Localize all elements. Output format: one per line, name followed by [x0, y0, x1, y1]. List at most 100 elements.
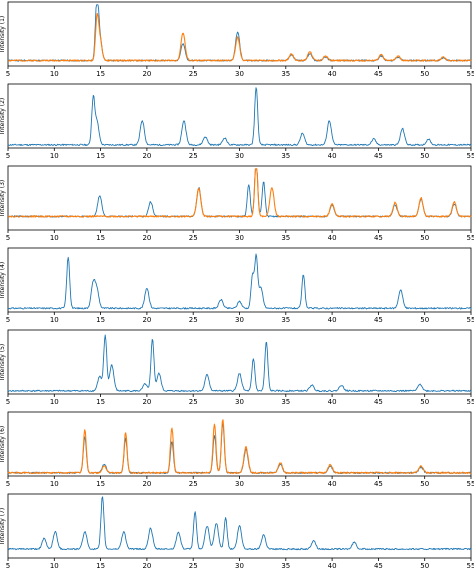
x-tick-label: 55	[467, 152, 474, 160]
panel-3: 5 10 15 20 25 30 35 40 45 50 55 Intensity (3)	[0, 165, 474, 242]
x-tick-label: 50	[420, 398, 429, 406]
x-tick-label: 20	[142, 316, 151, 324]
x-tick-label: 15	[96, 480, 105, 488]
x-tick-label: 50	[420, 562, 429, 570]
x-tick-label: 20	[142, 398, 151, 406]
panel-5: 5 10 15 20 25 30 35 40 45 50 55 Intensity (5)	[0, 329, 474, 406]
x-tick-label: 5	[6, 70, 10, 78]
x-tick-label: 20	[142, 562, 151, 570]
series-line-2	[7, 168, 472, 218]
x-tick-label: 30	[235, 398, 244, 406]
x-tick-label: 45	[374, 70, 383, 78]
x-tick-label: 35	[281, 152, 290, 160]
y-axis-label: Intensity (3)	[0, 180, 6, 217]
x-tick-label: 10	[50, 70, 59, 78]
axes-frame	[7, 83, 472, 149]
x-tick-label: 25	[189, 152, 198, 160]
panel-1: 5 10 15 20 25 30 35 40 45 50 55 Intensity (1)	[0, 1, 474, 78]
x-tick-label: 40	[328, 152, 337, 160]
x-tick-label: 10	[50, 234, 59, 242]
x-tick-label: 20	[142, 234, 151, 242]
x-tick-label: 10	[50, 562, 59, 570]
x-tick-label: 50	[420, 152, 429, 160]
x-tick-label: 35	[281, 398, 290, 406]
x-tick-label: 45	[374, 316, 383, 324]
x-tick-label: 40	[328, 398, 337, 406]
x-tick-label: 55	[467, 480, 474, 488]
y-axis-label: Intensity (1)	[0, 16, 6, 53]
x-tick-label: 35	[281, 480, 290, 488]
series-line-2	[7, 419, 472, 475]
x-tick-label: 20	[142, 70, 151, 78]
x-tick-label: 30	[235, 480, 244, 488]
x-tick-label: 50	[420, 480, 429, 488]
x-tick-label: 15	[96, 316, 105, 324]
x-tick-label: 55	[467, 234, 474, 242]
series-line-2	[7, 12, 472, 62]
x-tick-label: 20	[142, 480, 151, 488]
x-tick-label: 5	[6, 152, 10, 160]
x-tick-label: 45	[374, 398, 383, 406]
x-tick-label: 10	[50, 152, 59, 160]
x-tick-label: 5	[6, 234, 10, 242]
x-tick-label: 15	[96, 152, 105, 160]
x-tick-label: 55	[467, 398, 474, 406]
x-tick-label: 45	[374, 480, 383, 488]
x-tick-label: 15	[96, 70, 105, 78]
x-tick-label: 25	[189, 480, 198, 488]
series-line-1	[7, 422, 472, 475]
axes-frame	[7, 411, 472, 477]
x-tick-label: 25	[189, 398, 198, 406]
axes-frame	[7, 1, 472, 67]
x-tick-label: 30	[235, 562, 244, 570]
x-tick-label: 5	[6, 562, 10, 570]
x-tick-label: 35	[281, 316, 290, 324]
x-tick-label: 55	[467, 70, 474, 78]
x-tick-label: 40	[328, 316, 337, 324]
x-tick-label: 50	[420, 316, 429, 324]
x-tick-label: 15	[96, 398, 105, 406]
x-tick-label: 25	[189, 562, 198, 570]
axes-frame	[7, 247, 472, 313]
panel-6: 5 10 15 20 25 30 35 40 45 50 55 Intensity (6)	[0, 411, 474, 488]
x-tick-label: 45	[374, 234, 383, 242]
x-tick-label: 30	[235, 316, 244, 324]
x-tick-label: 40	[328, 480, 337, 488]
x-tick-label: 45	[374, 152, 383, 160]
x-tick-label: 25	[189, 70, 198, 78]
x-tick-label: 35	[281, 562, 290, 570]
axes-frame	[7, 329, 472, 395]
axes-frame	[7, 165, 472, 231]
x-tick-label: 40	[328, 70, 337, 78]
x-tick-label: 45	[374, 562, 383, 570]
x-tick-label: 20	[142, 152, 151, 160]
x-tick-label: 35	[281, 234, 290, 242]
series-line-1	[7, 87, 472, 147]
x-tick-label: 25	[189, 234, 198, 242]
x-tick-label: 30	[235, 70, 244, 78]
x-tick-label: 15	[96, 234, 105, 242]
panel-4: 5 10 15 20 25 30 35 40 45 50 55 Intensity (4)	[0, 247, 474, 324]
x-tick-label: 55	[467, 562, 474, 570]
x-tick-label: 10	[50, 316, 59, 324]
series-line-1	[7, 253, 472, 310]
x-tick-label: 25	[189, 316, 198, 324]
x-tick-label: 30	[235, 234, 244, 242]
y-axis-label: Intensity (2)	[0, 98, 6, 135]
series-line-1	[7, 496, 472, 551]
y-axis-label: Intensity (4)	[0, 262, 6, 299]
x-tick-label: 40	[328, 234, 337, 242]
y-axis-label: Intensity (5)	[0, 344, 6, 381]
x-tick-label: 15	[96, 562, 105, 570]
x-tick-label: 10	[50, 480, 59, 488]
x-tick-label: 5	[6, 398, 10, 406]
x-tick-label: 55	[467, 316, 474, 324]
x-tick-label: 50	[420, 234, 429, 242]
series-line-1	[7, 4, 472, 62]
y-axis-label: Intensity (6)	[0, 426, 6, 463]
x-tick-label: 40	[328, 562, 337, 570]
panel-2: 5 10 15 20 25 30 35 40 45 50 55 Intensity (2)	[0, 83, 474, 160]
x-tick-label: 35	[281, 70, 290, 78]
x-tick-label: 5	[6, 316, 10, 324]
